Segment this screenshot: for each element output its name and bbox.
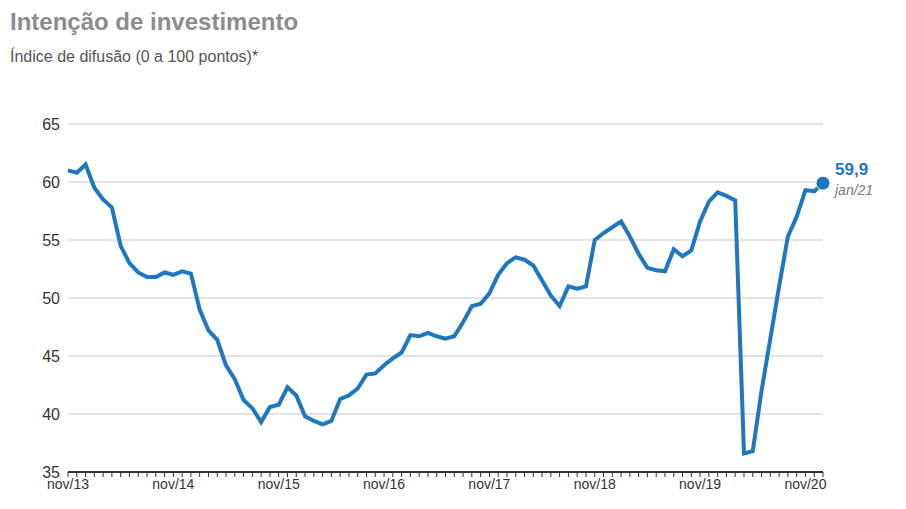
svg-text:60: 60: [42, 174, 60, 191]
svg-text:jan/21: jan/21: [833, 182, 873, 198]
svg-text:nov/17: nov/17: [468, 476, 510, 492]
html-text:Índice de difusão (0 a 100 pon: Índice de difusão (0 a 100 pontos)*: [10, 48, 259, 65]
svg-text:40: 40: [42, 406, 60, 423]
svg-text:nov/13: nov/13: [47, 475, 89, 492]
svg-text:nov/16: nov/16: [363, 476, 405, 492]
svg-text:nov/19: nov/19: [679, 476, 721, 492]
svg-text:59,9: 59,9: [835, 160, 868, 179]
svg-text:nov/15: nov/15: [258, 476, 300, 492]
svg-text:nov/14: nov/14: [152, 476, 194, 492]
html-text:Intenção de investimento: Intenção de investimento: [10, 8, 299, 35]
svg-text:35: 35: [42, 464, 60, 481]
svg-text:45: 45: [42, 348, 60, 365]
svg-text:65: 65: [42, 116, 60, 133]
svg-text:nov/18: nov/18: [574, 476, 616, 492]
svg-text:55: 55: [42, 232, 60, 249]
svg-text:50: 50: [42, 290, 60, 307]
svg-text:nov/20: nov/20: [784, 476, 826, 492]
